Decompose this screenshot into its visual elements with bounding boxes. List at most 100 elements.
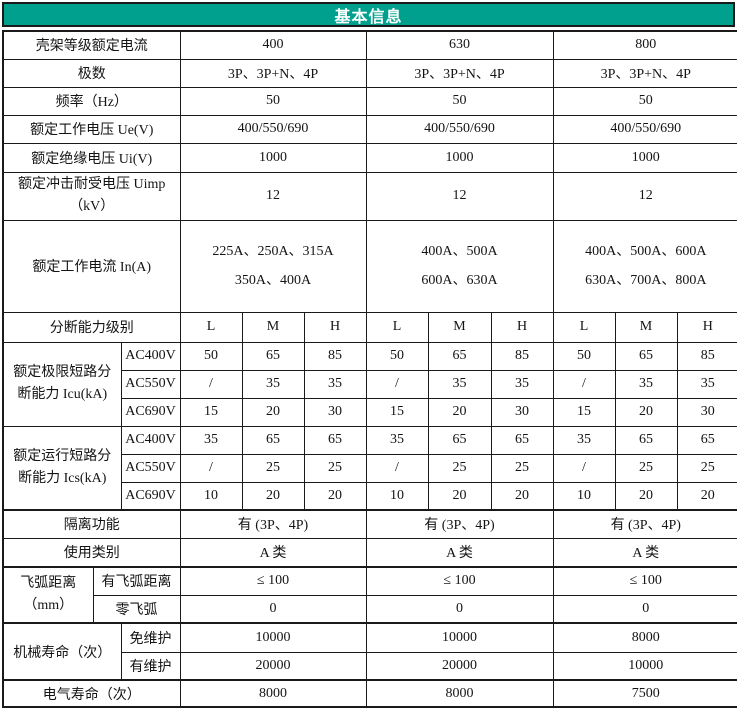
cell-value: 10 [553, 482, 615, 510]
cell-value: 20 [428, 398, 491, 426]
cell-value: ≤ 100 [553, 567, 737, 595]
cell-value: 65 [428, 426, 491, 454]
cell-value: 20 [615, 482, 677, 510]
row-uimp: 额定冲击耐受电压 Uimp （kV） 12 12 12 [3, 172, 737, 220]
cell-value: 10 [366, 482, 428, 510]
cell-value: 25 [428, 454, 491, 482]
row-label-line1: 额定运行短路分 [5, 446, 120, 468]
row-label: 使用类别 [3, 538, 180, 567]
cell-value: 35 [428, 370, 491, 398]
cell-value: 3P、3P+N、4P [553, 59, 737, 87]
cell-value: H [677, 312, 737, 342]
cell-value: 65 [428, 342, 491, 370]
cell-value: L [553, 312, 615, 342]
cell-value: 25 [242, 454, 304, 482]
cell-value: 1000 [180, 143, 366, 172]
cell-value: 65 [615, 342, 677, 370]
row-label-line2: 断能力 Icu(kA) [5, 384, 120, 406]
cell-value: 400 [180, 31, 366, 59]
cell-value: 35 [677, 370, 737, 398]
cell-value: M [242, 312, 304, 342]
cell-value: 20 [615, 398, 677, 426]
cell-value: 12 [366, 172, 553, 220]
cell-value: 65 [242, 426, 304, 454]
cell-value: 35 [304, 370, 366, 398]
cell-value: H [491, 312, 553, 342]
row-label: 频率（Hz） [3, 87, 180, 115]
cell-value: 400/550/690 [180, 115, 366, 143]
cell-value: 50 [366, 342, 428, 370]
cell-value-line2: 350A、400A [182, 266, 365, 295]
cell-value: 800 [553, 31, 737, 59]
row-label: 额定运行短路分 断能力 Ics(kA) [3, 426, 121, 510]
cell-value: 65 [491, 426, 553, 454]
row-arc-distance: 飞弧距离 （mm） 有飞弧距离 ≤ 100 ≤ 100 ≤ 100 [3, 567, 737, 595]
cell-value: 85 [491, 342, 553, 370]
cell-value: 12 [180, 172, 366, 220]
cell-value: / [366, 370, 428, 398]
row-frame-current: 壳架等级额定电流 400 630 800 [3, 31, 737, 59]
row-icu-ac400v: 额定极限短路分 断能力 Icu(kA) AC400V 50 65 85 50 6… [3, 342, 737, 370]
row-label-line1: 额定冲击耐受电压 Uimp [5, 174, 179, 196]
row-label: 额定冲击耐受电压 Uimp （kV） [3, 172, 180, 220]
cell-value: M [615, 312, 677, 342]
section-header: 基本信息 [2, 2, 735, 27]
row-label: 壳架等级额定电流 [3, 31, 180, 59]
row-label: 额定绝缘电压 Ui(V) [3, 143, 180, 172]
cell-value: 25 [491, 454, 553, 482]
row-label: 电气寿命（次） [3, 680, 180, 707]
row-sublabel: AC690V [121, 398, 180, 426]
cell-value: 35 [366, 426, 428, 454]
cell-value: 15 [553, 398, 615, 426]
cell-value: 8000 [553, 623, 737, 652]
cell-value: A 类 [180, 538, 366, 567]
row-label-line2: （kV） [5, 196, 179, 218]
cell-value: 225A、250A、315A 350A、400A [180, 220, 366, 312]
row-sublabel: AC550V [121, 454, 180, 482]
cell-value: 10 [180, 482, 242, 510]
cell-value: 50 [366, 87, 553, 115]
row-label-line1: 额定极限短路分 [5, 362, 120, 384]
cell-value: 25 [304, 454, 366, 482]
row-sublabel: 有飞弧距离 [93, 567, 180, 595]
cell-value: 35 [180, 426, 242, 454]
row-category: 使用类别 A 类 A 类 A 类 [3, 538, 737, 567]
row-elec-life: 电气寿命（次） 8000 8000 7500 [3, 680, 737, 707]
cell-value: 8000 [366, 680, 553, 707]
row-sublabel: 有维护 [121, 652, 180, 680]
cell-value-line2: 600A、630A [368, 266, 552, 295]
cell-value: / [553, 454, 615, 482]
row-sublabel: AC690V [121, 482, 180, 510]
cell-value: 400/550/690 [366, 115, 553, 143]
cell-value: 85 [677, 342, 737, 370]
cell-value: 20 [428, 482, 491, 510]
cell-value: 有 (3P、4P) [366, 510, 553, 538]
cell-value: 0 [180, 595, 366, 623]
row-label: 额定极限短路分 断能力 Icu(kA) [3, 342, 121, 426]
cell-value: 65 [677, 426, 737, 454]
cell-value: A 类 [366, 538, 553, 567]
row-label: 机械寿命（次） [3, 623, 121, 680]
cell-value: 25 [677, 454, 737, 482]
cell-value: 400A、500A、600A 630A、700A、800A [553, 220, 737, 312]
cell-value: / [553, 370, 615, 398]
row-label: 飞弧距离 （mm） [3, 567, 93, 623]
cell-value: 8000 [180, 680, 366, 707]
cell-value: 3P、3P+N、4P [180, 59, 366, 87]
row-label: 分断能力级别 [3, 312, 180, 342]
cell-value: 0 [366, 595, 553, 623]
cell-value: 65 [304, 426, 366, 454]
cell-value: 630 [366, 31, 553, 59]
cell-value: / [366, 454, 428, 482]
cell-value: 50 [553, 342, 615, 370]
cell-value: 85 [304, 342, 366, 370]
cell-value: 有 (3P、4P) [180, 510, 366, 538]
cell-value: 20000 [366, 652, 553, 680]
cell-value-line1: 400A、500A、600A [555, 237, 737, 266]
row-isolation: 隔离功能 有 (3P、4P) 有 (3P、4P) 有 (3P、4P) [3, 510, 737, 538]
cell-value: 10000 [180, 623, 366, 652]
cell-value: A 类 [553, 538, 737, 567]
cell-value: 20 [242, 398, 304, 426]
cell-value-line2: 630A、700A、800A [555, 266, 737, 295]
